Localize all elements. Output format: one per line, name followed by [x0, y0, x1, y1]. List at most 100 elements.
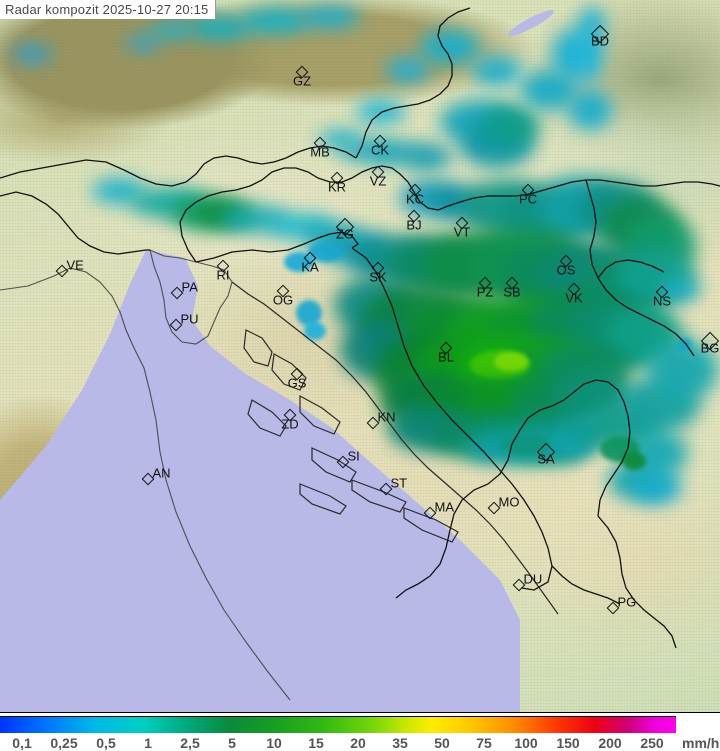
legend: 0,1 0,25 0,5 1 2,5 5 10 15 20 35 50 75 100 150 200 250 … — [0, 713, 720, 751]
city-marker-vt[interactable]: VT — [454, 216, 470, 239]
city-label: KA — [301, 259, 319, 275]
legend-tick-3: 1 — [144, 735, 152, 751]
city-marker-pu[interactable]: PU — [169, 313, 199, 332]
legend-tick-4: 2,5 — [180, 735, 200, 751]
city-label: RI — [216, 267, 230, 283]
city-label: PG — [617, 594, 637, 610]
city-label: MO — [498, 494, 520, 510]
radar-echo-layer — [12, 6, 718, 504]
city-label: SK — [369, 269, 387, 285]
legend-tick-5: 5 — [228, 735, 236, 751]
radar-echo-cell — [676, 338, 692, 352]
city-label: ZG — [335, 226, 355, 242]
city-label: MB — [310, 144, 330, 160]
city-marker-bg[interactable]: BG — [701, 331, 719, 355]
legend-unit-label: mm/h — [682, 735, 720, 751]
city-label: ZD — [281, 416, 299, 432]
city-label: KR — [327, 179, 347, 195]
radar-echo-cell — [240, 8, 310, 34]
radar-echo-cell — [660, 280, 700, 300]
city-marker-ve[interactable]: VE — [55, 259, 84, 278]
radar-echo-cell — [484, 106, 540, 146]
city-label: VT — [453, 224, 471, 240]
city-label: VE — [66, 257, 84, 273]
city-label: OS — [556, 262, 576, 278]
city-marker-an[interactable]: AN — [141, 467, 171, 486]
city-marker-zg[interactable]: ZG — [335, 217, 355, 241]
city-marker-pg[interactable]: PG — [606, 596, 636, 615]
city-marker-gs[interactable]: GS — [288, 367, 306, 390]
city-label: GZ — [292, 73, 312, 89]
city-marker-ck[interactable]: CK — [371, 134, 389, 157]
city-label: VZ — [369, 173, 387, 189]
radar-echo-cell — [622, 452, 646, 470]
legend-tick-10: 50 — [434, 735, 450, 751]
city-marker-st[interactable]: ST — [379, 477, 407, 496]
city-marker-ka[interactable]: KA — [301, 251, 319, 274]
legend-tick-8: 20 — [350, 735, 366, 751]
city-marker-gz[interactable]: GZ — [293, 65, 311, 88]
legend-tick-2: 0,5 — [96, 735, 116, 751]
city-marker-og[interactable]: OG — [273, 284, 293, 307]
city-marker-pz[interactable]: PZ — [477, 276, 493, 299]
city-marker-pc[interactable]: PC — [519, 183, 537, 206]
radar-echo-cell — [304, 322, 326, 340]
city-marker-os[interactable]: OS — [557, 254, 575, 277]
radar-echo-cell — [150, 22, 196, 38]
legend-tick-1: 0,25 — [50, 735, 78, 751]
city-marker-sa[interactable]: SA — [536, 442, 556, 466]
city-marker-kc[interactable]: KC — [406, 183, 424, 206]
radar-echo-cell — [308, 242, 344, 262]
city-label: NS — [652, 293, 672, 309]
legend-tick-9: 35 — [392, 735, 408, 751]
city-marker-bd[interactable]: BD — [590, 24, 610, 48]
city-label: SI — [347, 448, 360, 464]
radar-echo-cell — [386, 58, 430, 82]
city-marker-si[interactable]: SI — [336, 450, 360, 469]
city-marker-ri[interactable]: RI — [217, 259, 230, 282]
radar-echo-cell — [632, 470, 682, 504]
city-marker-mb[interactable]: MB — [310, 136, 330, 159]
city-marker-kn[interactable]: KN — [366, 411, 396, 430]
legend-tick-labels: 0,1 0,25 0,5 1 2,5 5 10 15 20 35 50 75 100 150 200 250 — [0, 735, 720, 751]
city-marker-du[interactable]: DU — [512, 573, 542, 592]
city-label: AN — [152, 465, 171, 481]
city-label: KC — [405, 191, 425, 207]
radar-map-canvas[interactable]: BD GZ MB CK VZ KR KC PC BJ ZG VT RI KA OS VE OG PZ SB VK NS… — [0, 0, 720, 713]
city-label: PU — [180, 311, 199, 327]
city-marker-bl[interactable]: BL — [438, 341, 454, 364]
city-marker-zd[interactable]: ZD — [281, 408, 299, 431]
city-marker-bj[interactable]: BJ — [406, 209, 422, 232]
radar-echo-cell — [126, 36, 160, 50]
city-marker-vz[interactable]: VZ — [370, 165, 386, 188]
city-label: SA — [537, 451, 555, 467]
city-marker-ma[interactable]: MA — [423, 501, 454, 520]
legend-tick-11: 75 — [476, 735, 492, 751]
radar-echo-cell — [404, 144, 452, 170]
city-marker-kr[interactable]: KR — [328, 171, 346, 194]
city-marker-mo[interactable]: MO — [487, 496, 519, 515]
city-label: BJ — [406, 217, 422, 233]
city-marker-sk[interactable]: SK — [369, 261, 387, 284]
city-markers-layer: BD GZ MB CK VZ KR KC PC BJ ZG VT RI KA OS VE OG PZ SB VK NS… — [55, 24, 719, 615]
radar-echo-cell — [284, 252, 314, 272]
radar-echo-cell — [296, 300, 322, 326]
radar-echo-cell — [12, 46, 52, 62]
city-label: KN — [377, 409, 396, 425]
city-marker-ns[interactable]: NS — [653, 285, 671, 308]
city-label: SB — [503, 284, 521, 300]
city-label: CK — [370, 142, 390, 158]
city-marker-pa[interactable]: PA — [170, 281, 198, 300]
precipitation-colorbar — [0, 716, 676, 733]
legend-tick-13: 150 — [556, 735, 580, 751]
city-label: OG — [272, 292, 294, 308]
borders-and-coastline-layer — [0, 7, 720, 701]
legend-tick-7: 15 — [308, 735, 324, 751]
legend-tick-15: 250 — [640, 735, 664, 751]
city-label: BL — [438, 349, 454, 365]
legend-tick-6: 10 — [266, 735, 282, 751]
legend-tick-14: 200 — [598, 735, 622, 751]
city-marker-sb[interactable]: SB — [503, 276, 521, 299]
city-marker-vk[interactable]: VK — [565, 282, 583, 305]
